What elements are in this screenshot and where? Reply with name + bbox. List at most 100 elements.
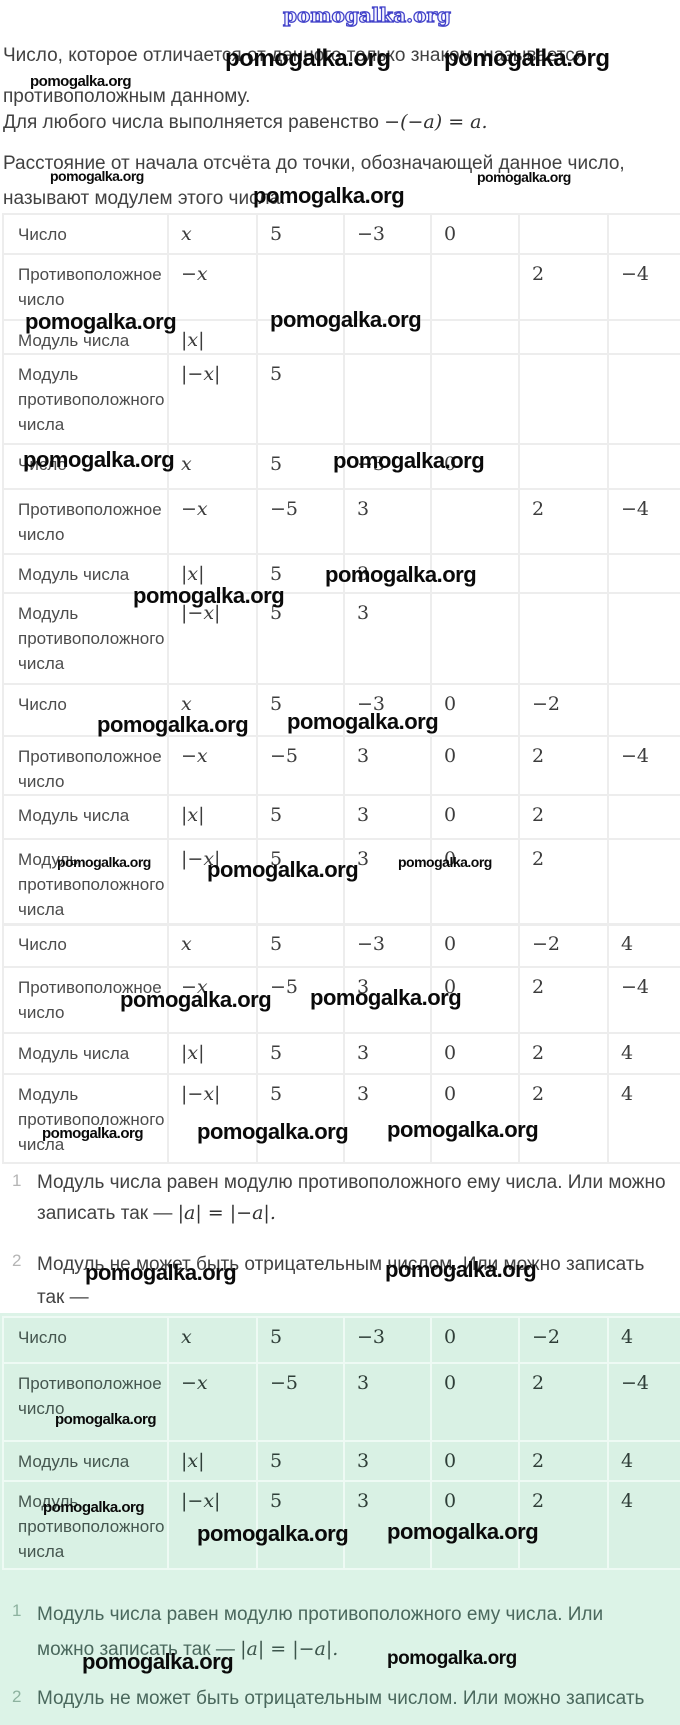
value-cell: 5 xyxy=(256,443,345,490)
definition-modulus: Расстояние от начала отсчёта до точки, о… xyxy=(3,146,663,216)
value-cell: 2 xyxy=(518,966,609,1034)
row-label: Модуль противоположного числа xyxy=(2,838,169,926)
value-cell xyxy=(343,319,432,355)
value-cell: 2 xyxy=(518,1032,609,1075)
value-cell: −3 xyxy=(343,683,432,737)
variable-cell: −x xyxy=(167,488,258,555)
note-item: 1 Модуль числа равен модулю противополож… xyxy=(0,1168,670,1229)
values-table-step-1: Число x 5 −3 0 Противоположное число −x 2 −4 Моду… xyxy=(2,213,680,445)
value-cell: −3 xyxy=(343,923,432,968)
value-cell: 3 xyxy=(343,488,432,555)
value-cell: 2 xyxy=(518,1073,609,1164)
note-formula: |a| = |−a|. xyxy=(177,1202,276,1224)
value-cell xyxy=(607,592,680,685)
value-cell: 3 xyxy=(343,794,432,840)
value-cell: 5 xyxy=(256,353,345,445)
value-cell xyxy=(518,319,609,355)
value-cell: 2 xyxy=(518,253,609,321)
row-label: Модуль числа xyxy=(2,319,169,355)
row-label: Модуль числа xyxy=(2,1032,169,1075)
variable-cell: |x| xyxy=(167,319,258,355)
value-cell: −5 xyxy=(256,966,345,1034)
paragraph-line: противоположным данному. xyxy=(3,86,251,107)
value-cell: 0 xyxy=(430,923,520,968)
list-number: 2 xyxy=(12,1251,22,1270)
table-row: Противоположное число −x −5 3 2 −4 xyxy=(2,488,680,555)
values-table-step-2: Число x 5 −3 0 Противоположное число −x −5 3 2 −4 М… xyxy=(2,443,680,685)
value-cell: 3 xyxy=(343,1362,432,1442)
value-cell: 4 xyxy=(607,1316,680,1364)
variable-cell: x xyxy=(167,1316,258,1364)
row-label: Противоположное число xyxy=(2,488,169,555)
value-cell: 4 xyxy=(607,1480,680,1570)
summary-green-block: Число x 5 −3 0 −2 4 Противоположное число −x −5 3 0… xyxy=(0,1313,680,1725)
value-cell: 5 xyxy=(256,1032,345,1075)
value-cell: −5 xyxy=(256,735,345,796)
values-table-final: Число x 5 −3 0 −2 4 Противоположное число −x −5 3 0… xyxy=(2,1316,680,1570)
table-row: Число x 5 −3 0 −2 4 xyxy=(2,923,680,968)
value-cell: 5 xyxy=(256,553,345,594)
row-label: Противоположное число xyxy=(2,253,169,321)
value-cell: 3 xyxy=(343,553,432,594)
note-formula: |a| = |−a|. xyxy=(240,1638,339,1660)
values-table-step-4: Число x 5 −3 0 −2 4 Противоположное число −x −5 3 0… xyxy=(2,923,680,1164)
table-row: Модуль числа |x| 5 3 0 2 xyxy=(2,794,680,840)
value-cell: −2 xyxy=(518,683,609,737)
value-cell: 2 xyxy=(518,794,609,840)
variable-cell: |x| xyxy=(167,553,258,594)
row-label: Модуль противоположного числа xyxy=(2,1073,169,1164)
table-row: Модуль числа |x| 5 3 0 2 4 xyxy=(2,1032,680,1075)
table-row: Противоположное число −x 2 −4 xyxy=(2,253,680,321)
table-row: Модуль противоположного числа |−x| 5 3 0 2 xyxy=(2,838,680,926)
value-cell: −3 xyxy=(343,1316,432,1364)
table-row: Противоположное число −x −5 3 0 2 −4 xyxy=(2,1362,680,1442)
values-table-step-3: Число x 5 −3 0 −2 Противоположное число −x −5 3 0 2… xyxy=(2,683,680,926)
paragraph-line: Расстояние от начала отсчёта до точки, о… xyxy=(3,153,625,174)
value-cell: −4 xyxy=(607,253,680,321)
variable-cell: |−x| xyxy=(167,1073,258,1164)
value-cell: 2 xyxy=(518,1440,609,1482)
value-cell xyxy=(430,319,520,355)
row-label: Модуль противоположного числа xyxy=(2,592,169,685)
table-row: Модуль числа |x| 5 3 xyxy=(2,553,680,594)
row-label: Противоположное число xyxy=(2,735,169,796)
row-label: Число xyxy=(2,683,169,737)
value-cell: 5 xyxy=(256,213,345,255)
value-cell: 5 xyxy=(256,794,345,840)
variable-cell: |−x| xyxy=(167,838,258,926)
table-row: Модуль противоположного числа |−x| 5 3 0 2 4 xyxy=(2,1073,680,1164)
value-cell xyxy=(607,553,680,594)
variable-cell: |x| xyxy=(167,1032,258,1075)
list-number: 1 xyxy=(12,1601,22,1620)
value-cell: 0 xyxy=(430,1316,520,1364)
list-number: 1 xyxy=(12,1171,22,1190)
variable-cell: |−x| xyxy=(167,353,258,445)
row-label: Число xyxy=(2,443,169,490)
table-row: Модуль числа |x| xyxy=(2,319,680,355)
row-label: Модуль противоположного числа xyxy=(2,1480,169,1570)
variable-cell: x xyxy=(167,213,258,255)
value-cell: 3 xyxy=(343,1073,432,1164)
note-line: записать так — |a| = |−a|. xyxy=(37,1202,276,1224)
note-item: 2 Модуль не может быть отрицательным чис… xyxy=(0,1684,670,1714)
variable-cell: |−x| xyxy=(167,1480,258,1570)
value-cell: 4 xyxy=(607,1073,680,1164)
value-cell: −4 xyxy=(607,1362,680,1442)
value-cell: 2 xyxy=(518,1480,609,1570)
rule-formula: −(−a) = a. xyxy=(384,111,488,133)
variable-cell: x xyxy=(167,683,258,737)
value-cell xyxy=(607,838,680,926)
value-cell: 2 xyxy=(518,735,609,796)
value-cell: −2 xyxy=(518,1316,609,1364)
value-cell xyxy=(607,443,680,490)
value-cell: 3 xyxy=(343,1440,432,1482)
row-label: Число xyxy=(2,213,169,255)
rule-text: Для любого числа выполняется равенство xyxy=(3,112,385,133)
value-cell xyxy=(430,592,520,685)
value-cell: 5 xyxy=(256,1480,345,1570)
variable-cell: x xyxy=(167,923,258,968)
variable-cell: |−x| xyxy=(167,592,258,685)
table-row: Число x 5 −3 0 xyxy=(2,213,680,255)
value-cell: 5 xyxy=(256,683,345,737)
value-cell xyxy=(343,253,432,321)
